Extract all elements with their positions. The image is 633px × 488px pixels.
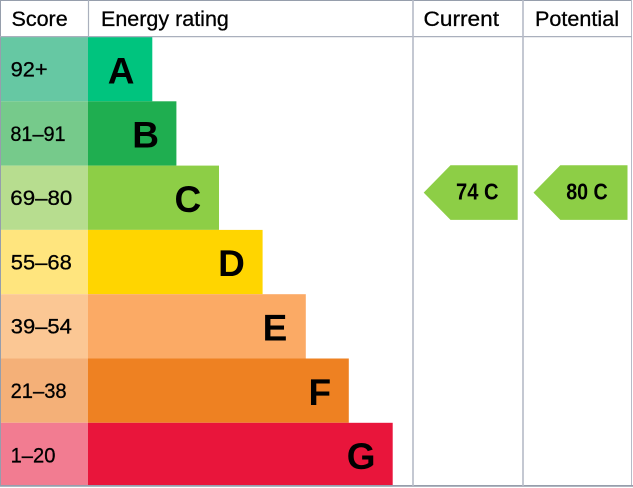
svg-text:92+: 92+	[11, 59, 48, 82]
svg-text:D: D	[218, 243, 245, 284]
svg-text:39–54: 39–54	[11, 316, 72, 339]
svg-text:A: A	[108, 50, 135, 91]
svg-text:1–20: 1–20	[11, 444, 56, 467]
svg-text:Score: Score	[12, 7, 68, 31]
svg-text:69–80: 69–80	[10, 187, 72, 210]
svg-text:B: B	[132, 115, 159, 156]
svg-text:55–68: 55–68	[11, 251, 72, 274]
svg-text:80 C: 80 C	[566, 178, 608, 204]
svg-text:Energy rating: Energy rating	[101, 7, 229, 31]
svg-text:G: G	[347, 436, 376, 477]
svg-text:21–38: 21–38	[11, 380, 67, 403]
svg-text:F: F	[308, 372, 331, 413]
svg-text:Potential: Potential	[535, 7, 619, 31]
svg-text:E: E	[263, 308, 288, 349]
svg-text:C: C	[174, 179, 201, 220]
svg-text:74 C: 74 C	[456, 178, 499, 204]
svg-text:81–91: 81–91	[10, 123, 65, 146]
svg-text:Current: Current	[424, 7, 500, 31]
